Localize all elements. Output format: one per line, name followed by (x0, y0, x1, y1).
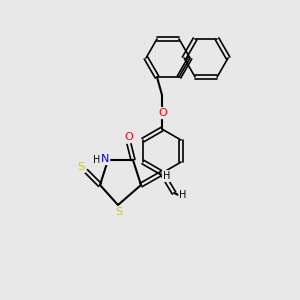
Text: O: O (124, 132, 134, 142)
Text: N: N (101, 154, 109, 164)
Text: H: H (93, 155, 101, 165)
Text: S: S (116, 207, 123, 217)
Text: H: H (179, 190, 187, 200)
Text: H: H (163, 171, 170, 181)
Text: O: O (159, 108, 167, 118)
Text: S: S (77, 162, 85, 172)
